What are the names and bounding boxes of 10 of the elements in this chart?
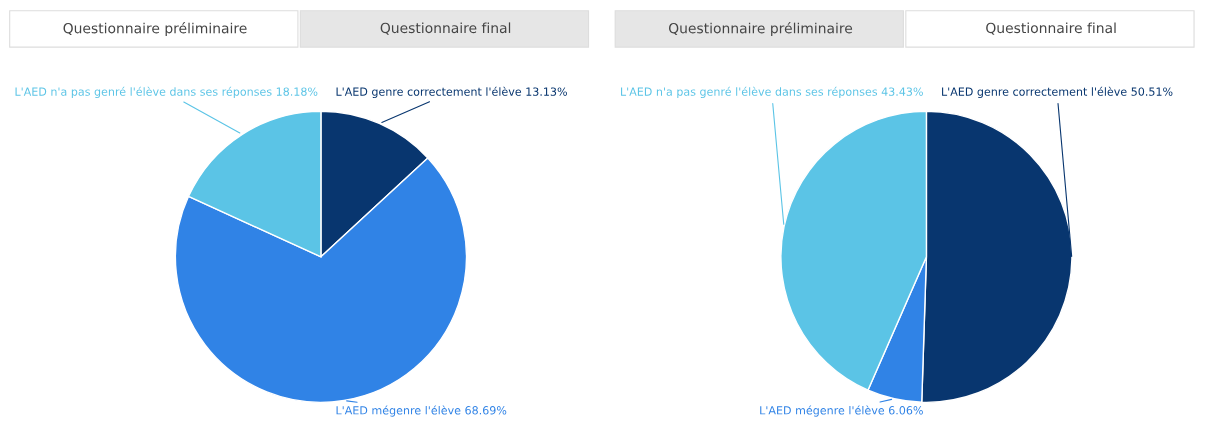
slice-label: L'AED genre correctement l'élève 13.13% (336, 86, 567, 98)
slice-label: L'AED n'a pas genré l'élève dans ses réponses 18.18% (15, 86, 318, 98)
slice-label: L'AED mégenre l'élève 68.69% (336, 405, 507, 417)
text: Questionnaire préliminaire (668, 22, 853, 37)
slice-label: L'AED n'a pas genré l'élève dans ses réponses 43.43% (621, 86, 923, 98)
slice-label: L'AED genre correctement l'élève 50.51% (942, 86, 1173, 98)
text: Questionnaire final (986, 22, 1116, 35)
text: Questionnaire préliminaire (63, 22, 247, 37)
slice-label: L'AED mégenre l'élève 6.06% (760, 405, 923, 417)
text: Questionnaire final (380, 22, 511, 35)
